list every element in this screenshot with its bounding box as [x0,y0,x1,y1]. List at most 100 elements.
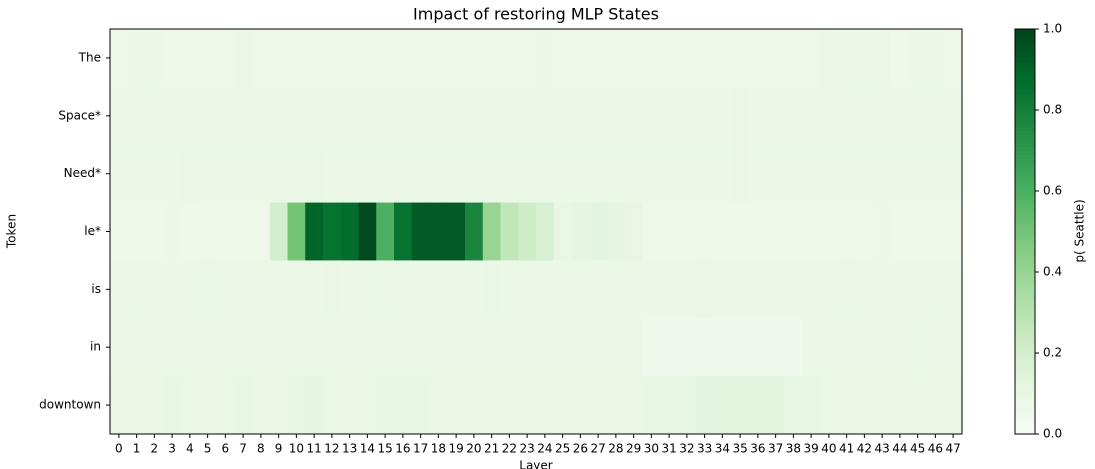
heatmap-cell [465,318,484,377]
heatmap-cell [695,86,714,146]
colorbar-segment [1015,235,1035,241]
heatmap-cell [589,318,608,377]
heatmap-cell [163,376,182,435]
colorbar-tick-label: 1.0 [1043,22,1062,36]
colorbar-segment [1015,49,1035,54]
heatmap-cell [411,318,430,377]
heatmap-cell [358,86,377,146]
heatmap-cell [145,376,164,435]
heatmap-cell [411,86,430,146]
heatmap-cell [252,202,271,261]
x-tick-label: 14 [360,442,375,456]
colorbar-segment [1015,239,1035,245]
heatmap-cell [518,86,537,146]
x-tick-label: 13 [342,442,357,456]
heatmap-cell [447,260,466,319]
heatmap-cell [749,318,768,377]
heatmap-cell [624,260,643,319]
heatmap-cell [181,144,200,203]
heatmap-cell [873,376,892,435]
x-tick-label: 27 [590,442,605,456]
heatmap-cell [695,29,714,88]
heatmap-cell [518,318,537,377]
heatmap-cell [820,260,839,319]
x-tick-label: 5 [204,442,212,456]
heatmap-cell [607,29,626,88]
heatmap-cell [855,29,874,88]
heatmap-cell [837,202,856,261]
heatmap-cell [749,144,768,203]
x-tick-label: 21 [484,442,499,456]
heatmap-cell [181,376,200,435]
heatmap-cell [713,318,732,377]
heatmap-cell [731,376,750,435]
colorbar-segment [1015,344,1035,350]
heatmap-cell [926,260,945,319]
heatmap-cell [837,376,856,435]
heatmap-cell [855,376,874,435]
x-axis-label: Layer [519,459,553,469]
colorbar-tick-label: 0.6 [1043,184,1062,198]
heatmap-cell [820,144,839,203]
heatmap-cell [926,376,945,435]
heatmap-cell [287,144,306,203]
heatmap-cell [163,29,182,88]
heatmap-cell [944,144,963,203]
heatmap-cell [110,144,129,203]
heatmap-cell [749,202,768,261]
heatmap-cell [802,29,821,88]
heatmap-cell [891,260,910,319]
colorbar-segment [1015,276,1035,281]
colorbar-segment [1015,421,1035,427]
heatmap-cell [287,86,306,146]
heatmap-cell [394,86,413,146]
heatmap-cell [553,318,572,377]
heatmap-cell [802,318,821,377]
heatmap-cell [784,318,803,377]
x-tick-label: 42 [857,442,872,456]
heatmap-cell [358,376,377,435]
colorbar-segment [1015,174,1035,180]
heatmap-cell [518,144,537,203]
colorbar-segment [1015,425,1035,431]
heatmap-cell [145,260,164,319]
y-tick-label: The [78,50,101,64]
heatmap-cell [482,376,501,435]
heatmap-cell [287,376,306,435]
heatmap-cell [252,376,271,435]
heatmap-cell [198,29,217,88]
y-tick-label: in [90,340,101,354]
heatmap-cell [376,260,395,319]
x-tick-label: 32 [679,442,694,456]
heatmap-cell [110,318,129,377]
colorbar-segment [1015,361,1035,366]
heatmap-cell [447,376,466,435]
heatmap-cell [145,144,164,203]
heatmap-cell [589,86,608,146]
y-tick-label: le* [84,224,101,238]
heatmap-cell [110,260,129,319]
heatmap-cell [358,144,377,203]
heatmap-cell [660,86,679,146]
heatmap-cell [500,86,519,146]
heatmap-cell [465,86,484,146]
heatmap-cell [145,202,164,261]
heatmap-cell [465,202,484,261]
heatmap-cell [908,29,927,88]
heatmap-cell [678,376,697,435]
colorbar-segment [1015,401,1035,407]
heatmap-cell [553,202,572,261]
heatmap-cell [731,144,750,203]
heatmap-cell [465,29,484,88]
heatmap-cell [216,86,235,146]
heatmap-cell [766,86,785,146]
x-tick-label: 36 [750,442,765,456]
heatmap-cell [323,260,342,319]
x-tick-label: 15 [377,442,392,456]
heatmap-cell [323,202,342,261]
heatmap-cell [607,202,626,261]
heatmap-cell [482,29,501,88]
heatmap-cell [784,202,803,261]
heatmap-cell [908,144,927,203]
heatmap-cell [429,202,448,261]
